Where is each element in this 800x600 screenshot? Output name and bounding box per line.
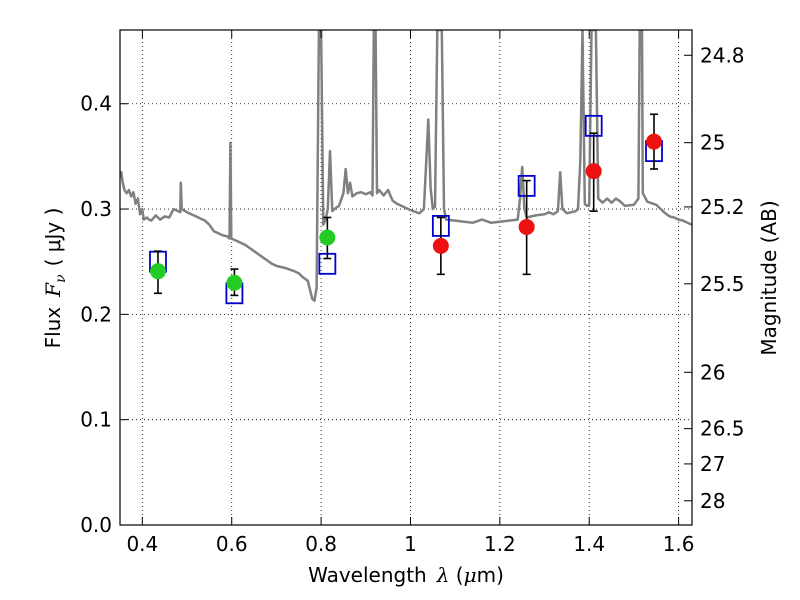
observed-flux-point — [585, 163, 602, 180]
y2-tick-label: 25 — [700, 131, 725, 155]
observed-flux-point — [646, 133, 663, 150]
x-tick-label: 1.4 — [573, 532, 605, 556]
y2-axis-ticks: 24.8 25 25.2 25.5 26 26.5 27 28 — [684, 43, 745, 513]
plot-frame — [119, 29, 693, 526]
x-tick-label: 0.8 — [305, 532, 337, 556]
template-spectrum-line — [120, 30, 692, 302]
observed-flux-point — [432, 237, 449, 254]
observed-flux-point — [319, 229, 336, 246]
y2-tick-label: 25.5 — [700, 272, 745, 296]
y2-tick-label: 27 — [700, 452, 725, 476]
y-tick-label: 0.1 — [80, 408, 112, 432]
y-tick-label: 0.3 — [80, 197, 112, 221]
y2-tick-label: 26 — [700, 360, 725, 384]
y2-axis-label: Magnitude (AB) — [757, 200, 781, 355]
y2-tick-label: 28 — [700, 489, 725, 513]
y2-tick-label: 24.8 — [700, 43, 745, 67]
x-tick-label: 1.6 — [663, 532, 695, 556]
x-tick-label: 0.6 — [216, 532, 248, 556]
y-tick-label: 0.2 — [80, 302, 112, 326]
observed-flux-point — [518, 218, 535, 235]
x-axis-label: Wavelength λ (μm) — [308, 563, 504, 587]
y2-tick-label: 26.5 — [700, 417, 745, 441]
observed-flux-point — [226, 274, 243, 291]
y-axis-ticks: 0.0 0.1 0.2 0.3 0.4 — [80, 92, 128, 537]
x-axis-ticks: 0.4 0.6 0.8 1 1.2 1.4 1.6 — [126, 30, 695, 556]
y-tick-label: 0.0 — [80, 513, 112, 537]
y-tick-label: 0.4 — [80, 92, 112, 116]
data-markers — [149, 113, 663, 305]
y-axis-label: FluxFν( μJy ) — [41, 208, 69, 349]
observed-flux-point — [149, 263, 166, 280]
x-tick-label: 1 — [404, 532, 417, 556]
x-tick-label: 1.2 — [484, 532, 516, 556]
y2-tick-label: 25.2 — [700, 195, 745, 219]
x-tick-label: 0.4 — [126, 532, 158, 556]
plot-area — [120, 30, 692, 305]
